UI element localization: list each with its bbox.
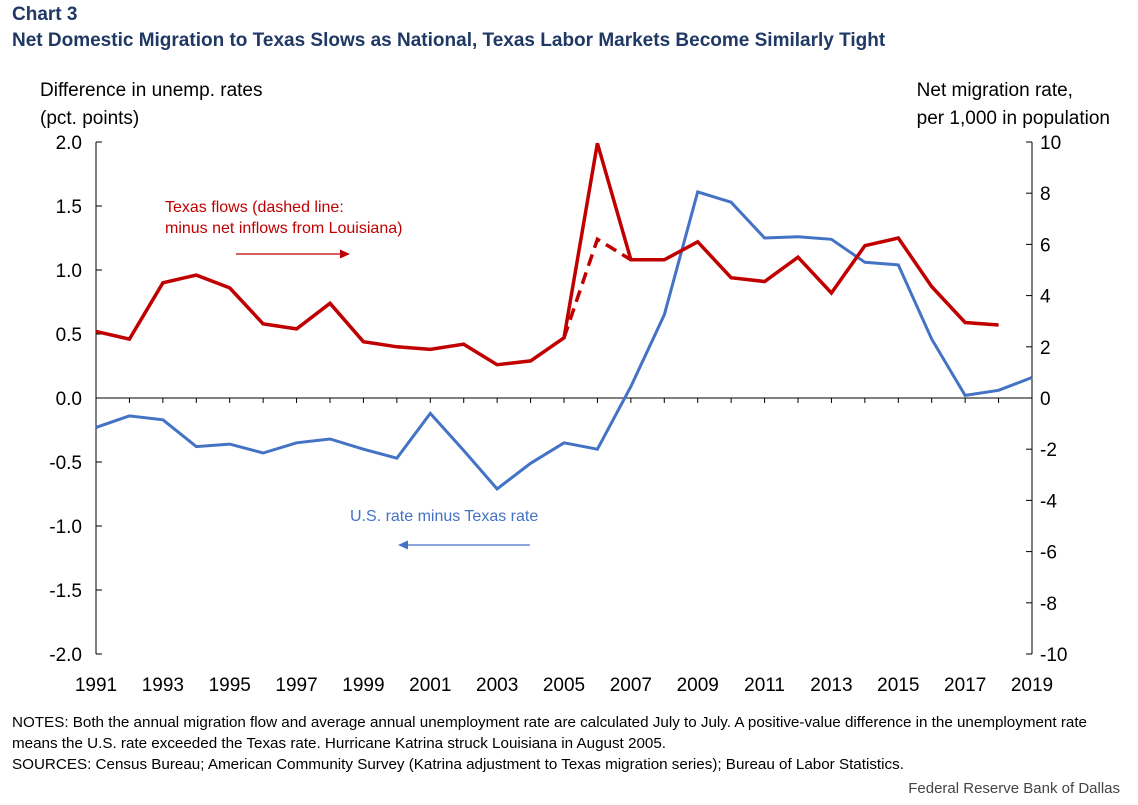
notes-text: NOTES: Both the annual migration flow an…	[12, 714, 1087, 752]
left-tick-label: 1.0	[56, 261, 82, 282]
series-layer	[95, 142, 1033, 491]
sources-text: SOURCES: Census Bureau; American Communi…	[12, 756, 904, 773]
texas-dashed-series-line	[562, 236, 632, 339]
left-tick-label: -2.0	[49, 645, 82, 666]
right-tick-label: 0	[1040, 389, 1051, 410]
x-tick-label: 2017	[944, 675, 986, 696]
x-tick-label: 1993	[142, 675, 184, 696]
right-axis-label: Net migration rate, per 1,000 in populat…	[917, 77, 1110, 133]
texas-annotation-line2: minus net inflows from Louisiana)	[165, 220, 402, 237]
right-tick-label: 10	[1040, 133, 1061, 154]
right-axis-label-line1: Net migration rate,	[916, 80, 1073, 101]
right-tick-label: 8	[1040, 184, 1051, 205]
left-axis-label-line2: (pct. points)	[40, 108, 140, 129]
x-tick-label: 2013	[810, 675, 852, 696]
left-tick-label: 1.5	[56, 197, 82, 218]
left-tick-label: -0.5	[49, 453, 82, 474]
x-tick-label: 1999	[342, 675, 384, 696]
right-tick-label: -4	[1040, 491, 1057, 512]
notes-block: NOTES: Both the annual migration flow an…	[12, 712, 1126, 775]
x-tick-label: 2007	[610, 675, 652, 696]
us-arrow-left-icon	[398, 540, 408, 550]
chart-title: Net Domestic Migration to Texas Slows as…	[12, 30, 886, 51]
credit: Federal Reserve Bank of Dallas	[908, 780, 1120, 797]
left-axis-label-line1: Difference in unemp. rates	[40, 80, 263, 101]
left-tick-label: 0.5	[56, 325, 82, 346]
chart-number: Chart 3	[12, 4, 78, 25]
axes: 2.0 1.5 1.0 0.5 0.0 -0.5 -1.0 -1.5 -2.0 10 8 6 4 2 0 -2…	[49, 133, 1067, 696]
right-tick-label: -6	[1040, 543, 1057, 564]
left-tick-label: -1.0	[49, 517, 82, 538]
texas-flows-series-line	[95, 142, 999, 367]
x-tick-label: 2009	[677, 675, 719, 696]
x-tick-label: 1991	[75, 675, 117, 696]
x-tick-label: 2001	[409, 675, 451, 696]
right-axis-label-line2: per 1,000 in population	[916, 108, 1110, 129]
x-tick-label: 2015	[877, 675, 919, 696]
right-tick-label: 4	[1040, 287, 1051, 308]
x-tick-label: 2005	[543, 675, 585, 696]
annotation-layer: Texas flows (dashed line: minus net infl…	[165, 199, 538, 550]
us-annotation: U.S. rate minus Texas rate	[350, 508, 538, 525]
left-tick-label: -1.5	[49, 581, 82, 602]
left-axis-label: Difference in unemp. rates (pct. points)	[40, 77, 263, 133]
right-tick-label: -8	[1040, 594, 1057, 615]
x-tick-label: 2019	[1011, 675, 1053, 696]
x-tick-label: 2011	[744, 675, 785, 696]
left-tick-label: 2.0	[56, 133, 82, 154]
right-tick-label: 2	[1040, 338, 1051, 359]
texas-arrow-right-icon	[340, 249, 350, 259]
x-tick-label: 1995	[209, 675, 251, 696]
right-tick-label: -10	[1040, 645, 1067, 666]
texas-annotation-line1: Texas flows (dashed line:	[165, 199, 344, 216]
us-minus-texas-series-line	[95, 190, 1033, 491]
right-tick-label: 6	[1040, 235, 1051, 256]
x-tick-label: 2003	[476, 675, 518, 696]
x-tick-label: 1997	[275, 675, 317, 696]
left-tick-label: 0.0	[56, 389, 82, 410]
right-tick-label: -2	[1040, 440, 1057, 461]
